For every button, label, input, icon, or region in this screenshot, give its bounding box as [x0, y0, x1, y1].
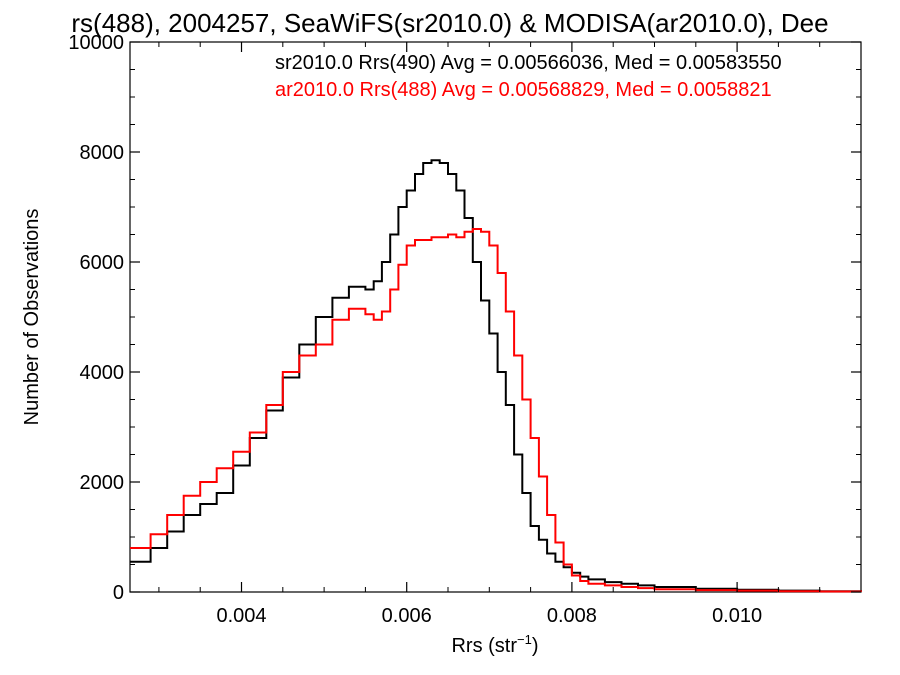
series-line-ar2010 — [130, 228, 862, 593]
y-tick-label: 4000 — [80, 362, 125, 384]
x-tick-label: 0.004 — [216, 605, 266, 627]
y-axis-label: Number of Observations — [21, 209, 43, 426]
y-tick-label: 10000 — [68, 32, 124, 54]
x-tick-label: 0.010 — [712, 605, 762, 627]
y-tick-label: 8000 — [80, 142, 125, 164]
x-axis-label-main: Rrs (str — [451, 635, 517, 657]
annotation-red-stats: ar2010.0 Rrs(488) Avg = 0.00568829, Med … — [275, 79, 772, 101]
y-tick-label: 6000 — [80, 252, 125, 274]
x-tick-label: 0.006 — [382, 605, 432, 627]
y-tick-label: 0 — [113, 582, 124, 604]
x-axis-label-end: ) — [532, 635, 539, 657]
x-axis-label-exponent: −1 — [517, 632, 532, 647]
series-line-sr2010 — [130, 159, 862, 593]
x-tick-label: 0.008 — [547, 605, 597, 627]
annotation-black-stats: sr2010.0 Rrs(490) Avg = 0.00566036, Med … — [275, 52, 782, 74]
tick-layer: 0.004 0.006 0.008 0.010 0 2000 4000 6000 8000 100… — [68, 32, 861, 627]
plot-area-frame — [129, 41, 862, 593]
series-layer — [130, 159, 862, 593]
x-axis-label: Rrs (str−1) — [451, 632, 538, 657]
chart-title: rs(488), 2004257, SeaWiFS(sr2010.0) & MO… — [71, 8, 828, 38]
y-tick-label: 2000 — [80, 472, 125, 494]
